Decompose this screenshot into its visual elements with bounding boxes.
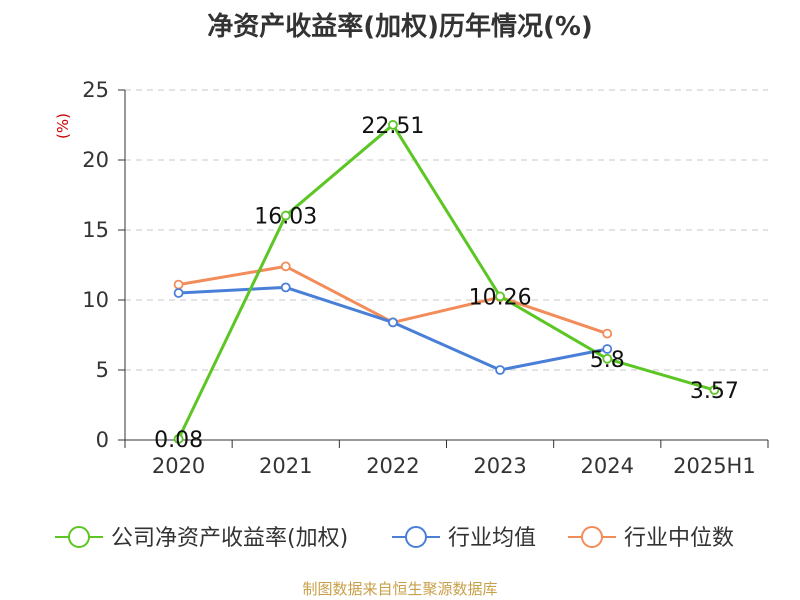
legend-label: 行业均值	[448, 526, 536, 551]
data-point	[602, 353, 613, 364]
data-label: 22.51	[361, 114, 424, 139]
legend: 公司净资产收益率(加权) 行业均值 行业中位数	[55, 526, 734, 551]
data-label: 3.57	[690, 379, 739, 404]
axis-layer: 0 5 10 15 20 25 (%) 2020 2021 2022 2023 2024 2025H1	[54, 78, 769, 478]
x-tick-label: 2022	[366, 454, 419, 478]
data-point	[602, 344, 613, 354]
data-point	[602, 328, 613, 339]
legend-label: 公司净资产收益率(加权)	[111, 526, 348, 551]
source-note: 制图数据来自恒生聚源数据库	[302, 580, 498, 598]
data-point	[173, 433, 184, 444]
y-tick-label: 0	[96, 428, 109, 452]
y-unit-label: (%)	[54, 113, 72, 139]
x-tick-label: 2025H1	[673, 454, 756, 478]
data-point	[388, 317, 398, 328]
legend-marker	[68, 526, 90, 548]
data-label-layer: 0.08 16.03 22.51 10.26 5.8 3.57	[154, 114, 739, 453]
x-tick-label: 2023	[473, 454, 526, 478]
data-label: 16.03	[254, 205, 317, 230]
data-point	[495, 291, 505, 302]
data-point	[280, 261, 291, 272]
data-point	[173, 279, 184, 290]
y-tick-label: 20	[82, 148, 109, 172]
x-tick-label: 2021	[259, 454, 312, 478]
series-line	[177, 123, 715, 440]
grid-layer	[125, 89, 768, 371]
legend-marker	[405, 526, 427, 548]
chart-title: 净资产收益率(加权)历年情况(%)	[207, 12, 593, 42]
data-point	[709, 385, 720, 395]
y-tick-label: 10	[82, 288, 109, 312]
data-point	[173, 288, 184, 298]
data-point	[388, 119, 398, 130]
data-label: 5.8	[590, 348, 625, 373]
data-point	[495, 365, 505, 375]
data-label: 10.26	[469, 285, 532, 310]
legend-label: 行业中位数	[624, 526, 734, 551]
data-point	[280, 210, 291, 221]
y-tick-label: 5	[96, 358, 109, 382]
x-tick-label: 2020	[152, 454, 205, 478]
data-label: 0.08	[154, 428, 203, 453]
y-tick-label: 15	[82, 218, 109, 242]
data-point	[280, 282, 291, 293]
legend-marker	[581, 526, 603, 548]
x-tick-label: 2024	[581, 454, 634, 478]
series-layer	[173, 119, 720, 444]
y-tick-label: 25	[82, 78, 109, 102]
